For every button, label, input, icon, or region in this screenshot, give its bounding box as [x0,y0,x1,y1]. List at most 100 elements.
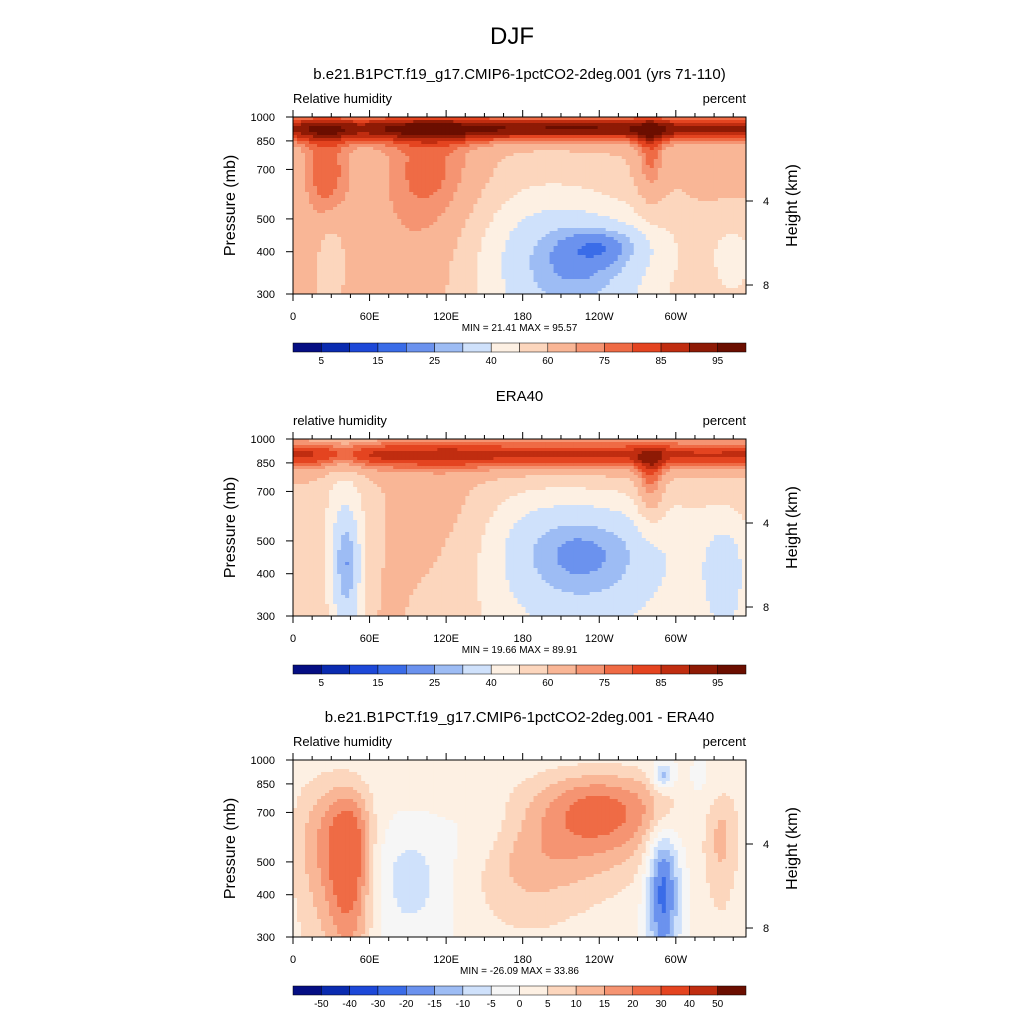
chart-panel-3: b.e21.B1PCT.f19_g17.CMIP6-1pctCO2-2deg.0… [222,709,801,1010]
colorbar-swatch [490,342,520,353]
colorbar-swatch [660,985,690,996]
colorbar-swatch [349,342,379,353]
colorbar-swatch [717,664,747,675]
colorbar-swatch [632,985,662,996]
colorbar-swatch [434,985,464,996]
colorbar-swatch [519,342,549,353]
colorbar-swatch [349,664,379,675]
colorbar-label: 85 [656,356,668,367]
x-tick-label: 0 [290,633,296,645]
colorbar-label: 60 [542,356,554,367]
colorbar-label: 5 [319,356,325,367]
y-tick-label: 1000 [251,434,275,446]
panel-right-label: percent [703,734,747,749]
colorbar-label: 15 [372,356,384,367]
colorbar-label: -30 [371,999,386,1010]
x-tick-label: 60E [360,311,380,323]
colorbar-label: 10 [571,999,583,1010]
y-tick-label: 700 [257,164,275,176]
colorbar-label: -5 [487,999,496,1010]
colorbar-swatch [547,342,577,353]
colorbar-label: -15 [427,999,442,1010]
y-tick-label: 300 [257,932,275,944]
x-tick-label: 0 [290,954,296,966]
min-max-stats: MIN = -26.09 MAX = 33.86 [460,966,579,977]
colorbar-swatch [519,664,549,675]
colorbar-swatch [321,985,350,996]
y2-tick-label: 8 [763,602,769,614]
colorbar-swatch [462,985,492,996]
x-tick-label: 60W [665,954,688,966]
colorbar-swatch [321,664,350,675]
min-max-stats: MIN = 19.66 MAX = 89.91 [462,645,578,656]
colorbar-label: -20 [399,999,414,1010]
colorbar-swatch [632,664,662,675]
min-max-stats: MIN = 21.41 MAX = 95.57 [462,323,578,334]
colorbar-swatch [689,664,718,675]
colorbar-label: 75 [599,356,611,367]
colorbar-swatch [349,985,379,996]
x-tick-label: 60E [360,954,380,966]
colorbar-label: -40 [342,999,357,1010]
panel-right-label: percent [703,91,747,106]
x-tick-label: 180 [514,954,532,966]
colorbar-label: 50 [712,999,724,1010]
y2-axis-label: Height (km) [784,807,801,890]
colorbar-label: 40 [684,999,696,1010]
y-tick-label: 850 [257,458,275,470]
y-tick-label: 400 [257,890,275,902]
y-tick-label: 400 [257,247,275,259]
colorbar-label: 25 [429,678,441,689]
colorbar-label: 95 [712,356,724,367]
x-tick-label: 180 [514,633,532,645]
y2-tick-label: 4 [763,518,769,530]
colorbar-label: 85 [656,678,668,689]
colorbar-swatch [604,342,633,353]
colorbar-swatch [604,664,633,675]
colorbar-label: 5 [545,999,551,1010]
colorbar-swatch [292,342,322,353]
colorbar-swatch [292,985,322,996]
y2-tick-label: 4 [763,196,769,208]
colorbar-label: 95 [712,678,724,689]
y2-tick-label: 4 [763,839,769,851]
colorbar-label: 30 [656,999,668,1010]
colorbar-swatch [377,664,407,675]
x-tick-label: 120W [585,633,614,645]
contour-field [293,760,746,937]
y-tick-label: 700 [257,486,275,498]
panel-left-label: Relative humidity [293,91,392,106]
panel-title: ERA40 [496,388,544,405]
y-tick-label: 500 [257,214,275,226]
x-tick-label: 120W [585,311,614,323]
colorbar-swatch [434,664,464,675]
plot-frame [292,759,747,938]
x-tick-label: 120E [433,633,459,645]
colorbar-swatch [689,985,718,996]
colorbar-swatch [632,342,662,353]
y-tick-label: 850 [257,779,275,791]
colorbar-swatch [406,664,435,675]
colorbar-swatch [547,664,577,675]
colorbar-label: 0 [517,999,523,1010]
colorbar-swatch [547,985,577,996]
colorbar-swatch [519,985,549,996]
colorbar: 5 15 25 40 60 75 85 95 [292,664,747,689]
x-tick-label: 120W [585,954,614,966]
y-tick-label: 1000 [251,755,275,767]
colorbar-swatch [689,342,718,353]
colorbar-swatch [575,664,605,675]
panel-title: b.e21.B1PCT.f19_g17.CMIP6-1pctCO2-2deg.0… [313,66,725,83]
colorbar-swatch [717,342,747,353]
colorbar-swatch [321,342,350,353]
x-tick-label: 60W [665,633,688,645]
colorbar-label: 60 [542,678,554,689]
y2-axis-label: Height (km) [784,486,801,569]
colorbar-label: 5 [319,678,325,689]
contour-field [293,439,746,616]
panel-left-label: relative humidity [293,413,387,428]
x-tick-label: 60W [665,311,688,323]
colorbar-swatch [660,342,690,353]
colorbar-swatch [604,985,633,996]
